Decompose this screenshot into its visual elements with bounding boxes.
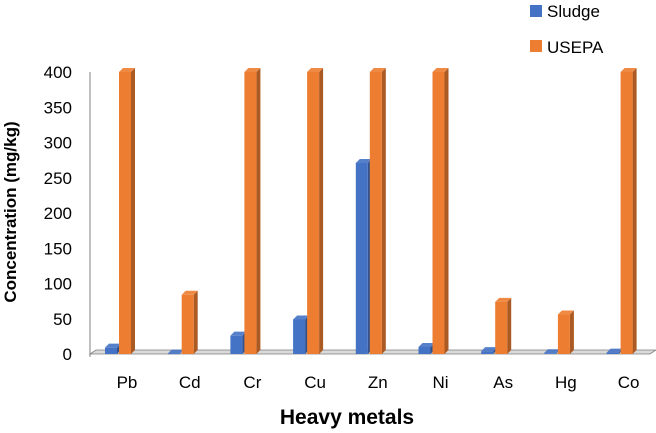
bar-front [369,72,382,354]
bar-side [131,68,135,354]
bar-sludge-cu [293,315,310,354]
x-axis-title: Heavy metals [280,406,414,429]
y-axis-ticks: 0 50 100 150 200 250 300 350 400 [44,63,72,364]
bar-side [569,310,574,354]
bar-front [606,352,619,354]
bar-top [355,158,372,163]
bar-front [432,72,445,354]
bar-usepa-zn [369,68,386,354]
bar-front [119,72,131,354]
bar-front [418,346,431,354]
bar-top [167,349,184,354]
bar-top [495,297,512,302]
y-tick-label: 200 [44,204,72,223]
bar-top [557,310,574,315]
bar-side [507,297,512,354]
legend-label-usepa: USEPA [547,38,604,57]
legend-swatch-sludge [530,5,542,17]
bar-usepa-pb [119,68,135,354]
x-tick-label-cr: Cr [243,373,261,392]
bar-side [193,290,198,354]
bar-front [481,351,494,354]
bar-top [119,68,135,72]
y-tick-label: 100 [44,275,72,294]
bar-front [167,353,180,355]
bar-top [418,342,435,347]
bar-front [293,319,306,354]
y-tick-label: 300 [44,134,72,153]
bar-front [307,72,320,354]
x-tick-label-as: As [493,373,513,392]
y-tick-label: 250 [44,169,72,188]
bar-top [244,68,261,72]
bar-front [181,294,194,354]
bar-side [256,68,261,354]
x-tick-label-cd: Cd [179,373,201,392]
bar-sludge-zn [355,158,372,354]
x-tick-label-hg: Hg [555,373,577,392]
bar-top [293,315,310,320]
bar-front [557,314,570,354]
x-tick-label-zn: Zn [368,373,388,392]
legend-label-sludge: Sludge [547,2,600,21]
x-tick-label-co: Co [618,373,640,392]
bar-front [355,162,368,354]
bar-top [481,347,498,352]
y-axis-title: Concentration (mg/kg) [1,121,20,302]
bar-usepa-hg [557,310,574,354]
legend-item-usepa: USEPA [530,38,604,57]
bar-top [307,68,324,72]
bar-side [319,68,324,354]
bar-top [230,331,247,336]
bar-top [105,343,121,348]
bar-usepa-cr [244,68,261,354]
bar-top [606,348,623,353]
bar-top [620,68,637,72]
bar-top [432,68,449,72]
y-tick-label: 400 [44,63,72,82]
y-tick-label: 350 [44,98,72,117]
bar-front [495,301,508,354]
bar-usepa-co [620,68,637,354]
bar-top [181,290,198,295]
bar-front [620,72,633,354]
x-tick-label-cu: Cu [304,373,326,392]
bar-side [381,68,386,354]
legend-item-sludge: Sludge [530,2,600,21]
bar-sludge-ni [418,342,435,354]
bar-front [543,353,556,354]
bar-top [369,68,386,72]
bar-top [543,349,560,354]
legend-swatch-usepa [530,40,542,52]
bar-usepa-cu [307,68,324,354]
y-tick-label: 0 [63,345,72,364]
bar-front [230,335,243,354]
bar-usepa-ni [432,68,449,354]
bars-group [105,68,637,355]
x-tick-label-ni: Ni [432,373,448,392]
bar-front [244,72,257,354]
x-tick-label-pb: Pb [117,373,138,392]
bar-usepa-cd [181,290,198,354]
x-axis-ticks: Pb Cd Cr Cu Zn Ni As Hg Co [117,373,640,392]
bar-side [444,68,449,354]
bar-usepa-as [495,297,512,354]
bar-front [105,347,117,354]
y-tick-label: 150 [44,239,72,258]
bar-side [632,68,637,354]
y-tick-label: 50 [53,310,72,329]
chart-legend: Sludge USEPA [530,2,604,57]
bar-sludge-cr [230,331,247,354]
